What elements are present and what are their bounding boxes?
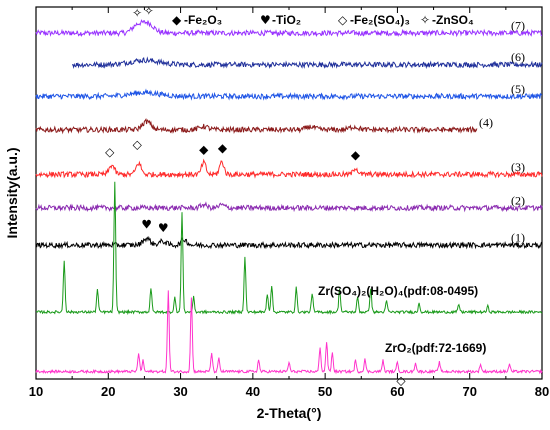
series-4-line: [35, 118, 478, 135]
series-6-line: [35, 201, 543, 213]
label-layer: (7) (6) (5) (4) (3) (2) (1) Zr(SO₄)₂(H₂O)₄(pdf:…: [318, 19, 525, 355]
series-label-zr-so-h-o-pdf-08-0495: Zr(SO₄)₂(H₂O)₄(pdf:08-0495): [318, 284, 478, 298]
legend-entry-3: ◇ -Fe₂(SO₄)₃: [338, 13, 410, 27]
open-diamond-icon: ◇: [133, 137, 143, 151]
series-5-line: [35, 158, 543, 179]
series-3-line: [35, 88, 543, 101]
y-axis-label: Intensity(a.u.): [4, 147, 20, 238]
series-label-curve-2: (6): [511, 50, 525, 64]
legend-label: -Fe₂(SO₄)₃: [350, 13, 410, 27]
series-9-line: [35, 290, 543, 375]
legend-label: -ZnSO₄: [432, 13, 474, 27]
legend-entry-4: ✧ -ZnSO₄: [420, 13, 474, 27]
open-diamond-icon: ◇: [105, 145, 115, 159]
annotation-layer: ✧ ✧ ◇ ◇ ◆ ◆ ◆ ♥ ♥ ◇: [105, 4, 406, 388]
x-tick-label-40: 40: [246, 384, 260, 399]
four-point-star-icon: ✧: [420, 13, 430, 27]
x-tick-label-70: 70: [462, 384, 476, 399]
filled-diamond-icon: ◆: [172, 13, 182, 27]
heart-icon: ♥: [158, 221, 169, 235]
legend-entry-1: ◆ -Fe₂O₃: [172, 13, 222, 27]
open-diamond-icon: ◇: [338, 13, 348, 27]
series-label-curve-5: (3): [511, 160, 525, 174]
heart-icon: ♥: [260, 13, 271, 27]
legend-label: -TiO₂: [272, 13, 301, 27]
legend-entry-2: ♥ -TiO₂: [260, 13, 301, 27]
series-layer: [35, 19, 543, 375]
series-label-curve-1: (7): [511, 19, 525, 33]
x-tick-label-60: 60: [390, 384, 404, 399]
legend-label: -Fe₂O₃: [184, 13, 222, 27]
legend: ◆ -Fe₂O₃ ♥ -TiO₂ ◇ -Fe₂(SO₄)₃ ✧ -ZnSO₄: [172, 13, 474, 27]
x-tick-label-20: 20: [101, 384, 115, 399]
x-axis-ticks: 10 20 30 40 50 60 70 80: [29, 7, 549, 399]
series-2-line: [72, 56, 543, 70]
series-8-line: [35, 181, 543, 316]
series-7-line: [35, 235, 543, 250]
four-point-star-icon: ✧: [144, 4, 154, 18]
series-label-curve-6: (2): [511, 193, 525, 207]
series-1-line: [35, 19, 542, 38]
x-tick-label-80: 80: [535, 384, 549, 399]
series-label-curve-4: (4): [479, 115, 493, 129]
x-axis-label: 2-Theta(°): [257, 405, 322, 421]
heart-icon: ♥: [141, 217, 152, 231]
filled-diamond-icon: ◆: [199, 143, 209, 157]
series-label-zro-pdf-72-1669: ZrO₂(pdf:72-1669): [385, 341, 486, 355]
x-tick-label-10: 10: [29, 384, 43, 399]
four-point-star-icon: ✧: [132, 6, 142, 20]
filled-diamond-icon: ◆: [218, 141, 228, 155]
x-tick-label-50: 50: [318, 384, 332, 399]
series-label-curve-7: (1): [511, 231, 525, 245]
series-label-curve-3: (5): [511, 82, 525, 96]
open-diamond-icon: ◇: [396, 374, 406, 388]
x-tick-label-30: 30: [173, 384, 187, 399]
filled-diamond-icon: ◆: [351, 148, 361, 162]
